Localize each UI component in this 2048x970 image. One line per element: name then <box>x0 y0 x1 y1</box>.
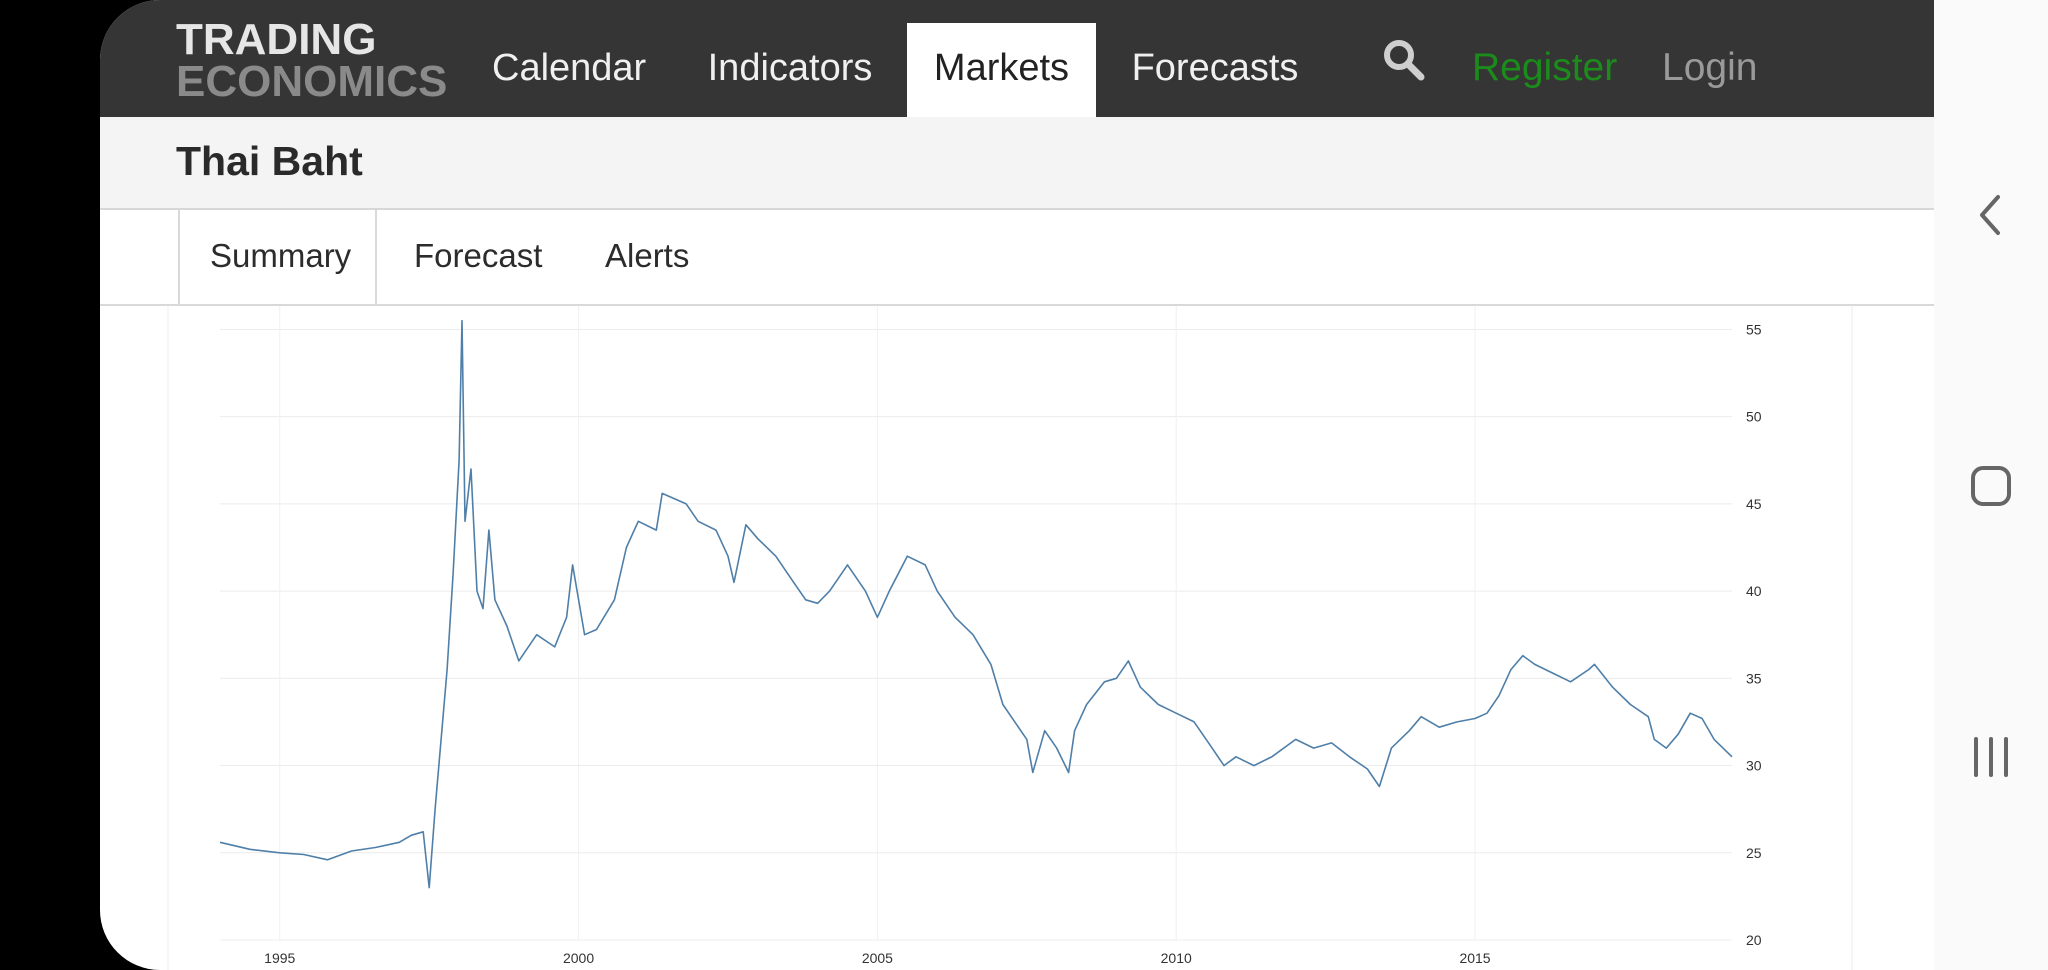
back-icon[interactable] <box>1934 175 2048 255</box>
x-tick-label: 2010 <box>1161 950 1192 966</box>
top-navigation-bar: TRADING ECONOMICS Calendar Indicators Ma… <box>100 0 1934 117</box>
logo-line2: ECONOMICS <box>176 57 448 106</box>
tab-summary[interactable]: Summary <box>178 210 378 304</box>
y-tick-label: 35 <box>1746 670 1762 686</box>
y-tick-label: 50 <box>1746 409 1762 425</box>
nav-markets[interactable]: Markets <box>907 23 1096 117</box>
register-link[interactable]: Register <box>1472 46 1618 89</box>
y-tick-label: 55 <box>1746 321 1762 337</box>
series-line <box>219 319 1733 889</box>
site-logo[interactable]: TRADING ECONOMICS <box>176 18 447 104</box>
login-link[interactable]: Login <box>1662 46 1758 89</box>
x-tick-label: 1995 <box>264 950 295 966</box>
y-tick-label: 45 <box>1746 496 1762 512</box>
logo-line1: TRADING <box>176 15 377 64</box>
x-tick-label: 2005 <box>862 950 893 966</box>
x-tick-label: 2015 <box>1459 950 1490 966</box>
nav-forecasts[interactable]: Forecasts <box>1131 47 1299 89</box>
x-tick-label: 2000 <box>563 950 594 966</box>
price-chart[interactable]: 55 50 45 40 35 30 25 20 1995 2000 2005 2010 2015 <box>100 306 1934 970</box>
system-navigation-bar <box>1934 0 2048 970</box>
home-icon[interactable] <box>1934 446 2048 526</box>
recent-apps-icon[interactable] <box>1934 717 2048 797</box>
tab-alerts[interactable]: Alerts <box>605 237 690 274</box>
y-tick-label: 30 <box>1746 758 1762 774</box>
y-tick-label: 20 <box>1746 932 1762 948</box>
y-tick-label: 40 <box>1746 583 1762 599</box>
nav-calendar[interactable]: Calendar <box>492 47 647 89</box>
search-icon[interactable] <box>1382 38 1426 82</box>
app-screen: TRADING ECONOMICS Calendar Indicators Ma… <box>100 0 1934 970</box>
price-chart-svg: 55 50 45 40 35 30 25 20 1995 2000 2005 2010 2015 <box>167 306 1853 970</box>
nav-indicators[interactable]: Indicators <box>707 47 873 89</box>
page-title-bar: Thai Baht <box>100 117 1934 210</box>
page-tabs: Summary Forecast Alerts <box>100 210 1934 306</box>
y-tick-label: 25 <box>1746 845 1762 861</box>
page-title: Thai Baht <box>176 138 363 184</box>
tab-forecast[interactable]: Forecast <box>414 237 543 274</box>
